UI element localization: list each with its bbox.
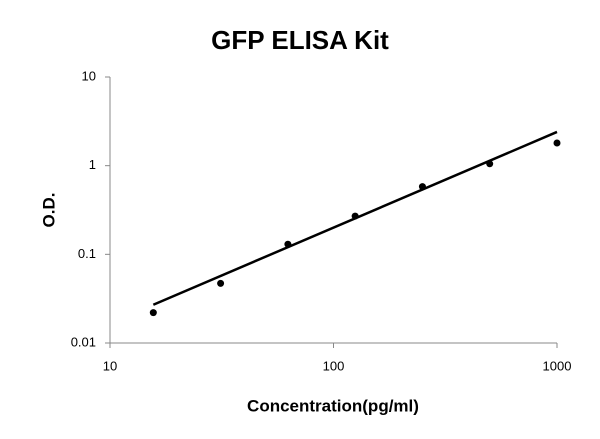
data-point: [418, 183, 426, 191]
y-axis-label: O.D.: [39, 193, 58, 228]
data-point: [284, 240, 292, 248]
x-axis-label: Concentration(pg/ml): [247, 396, 419, 415]
y-tick-label: 10: [82, 68, 96, 83]
chart-title: GFP ELISA Kit: [211, 25, 389, 55]
data-point: [217, 279, 225, 287]
data-point: [553, 139, 561, 147]
data-point: [149, 309, 157, 317]
y-tick-label: 0.1: [78, 246, 96, 261]
y-tick-label: 1: [89, 157, 96, 172]
data-point: [351, 212, 359, 220]
x-tick-label: 100: [323, 358, 345, 373]
x-tick-label: 10: [103, 358, 117, 373]
y-tick-label: 0.01: [71, 334, 96, 349]
data-point: [486, 160, 494, 168]
x-tick-label: 1000: [543, 358, 572, 373]
